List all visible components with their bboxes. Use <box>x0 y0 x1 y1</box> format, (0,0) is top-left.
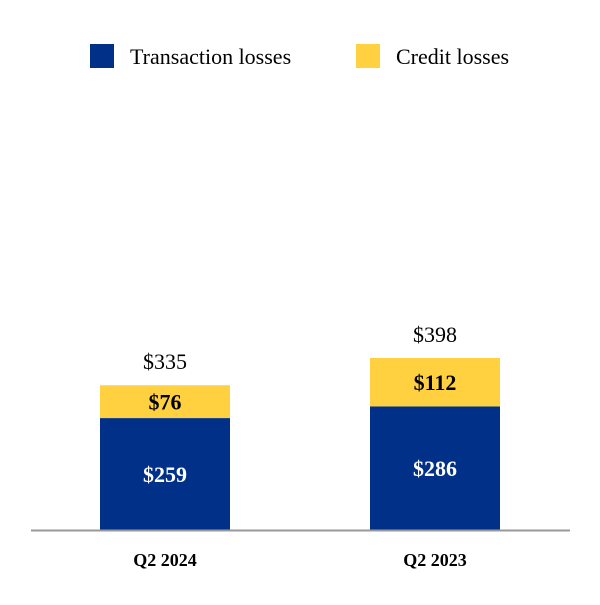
credit-losses-bar-2 <box>370 358 500 407</box>
legend-label-credit-losses: Credit losses <box>396 44 509 69</box>
credit-losses-bar-2-label: $112 <box>414 370 457 395</box>
total-label-1: $335 <box>143 349 187 374</box>
legend-label-transaction-losses: Transaction losses <box>130 44 291 69</box>
transaction-losses-bar-1-label: $259 <box>143 462 187 487</box>
credit-losses-bar-1-label: $76 <box>149 390 182 415</box>
total-label-2: $398 <box>413 322 457 347</box>
credit-losses-bar-1 <box>100 385 230 419</box>
transaction-losses-bar-1 <box>100 418 230 530</box>
legend-swatch-transaction-losses <box>90 44 114 68</box>
x-tick-label-2: Q2 2023 <box>403 550 467 570</box>
x-tick-label-1: Q2 2024 <box>133 550 197 570</box>
transaction-losses-bar-2-label: $286 <box>413 456 457 481</box>
transaction-losses-bar-2 <box>370 406 500 530</box>
legend-swatch-credit-losses <box>356 44 380 68</box>
